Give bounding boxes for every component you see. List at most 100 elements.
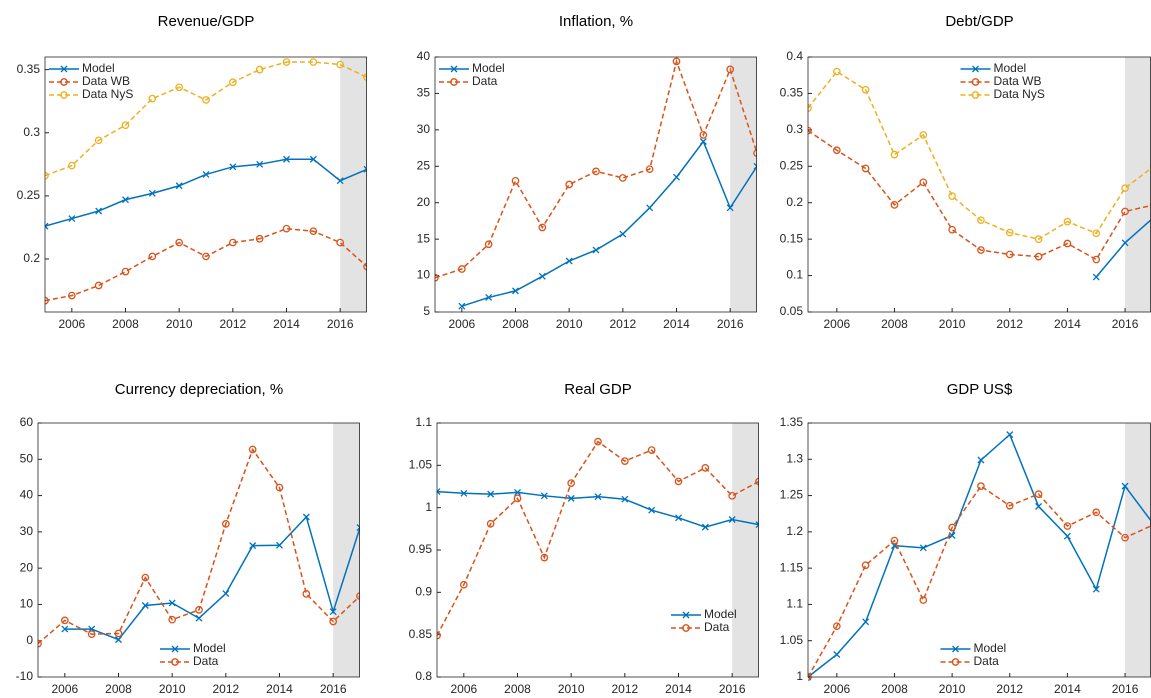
y-tick-label: 0.4 [786, 49, 803, 63]
marker [673, 173, 680, 181]
marker [701, 523, 709, 531]
marker [121, 267, 130, 276]
legend-label: Data [704, 620, 730, 634]
series-line [437, 440, 759, 636]
marker [68, 215, 76, 223]
shaded-region [340, 57, 367, 312]
marker [861, 561, 870, 570]
marker [221, 520, 230, 528]
marker [309, 58, 318, 66]
marker [1005, 250, 1014, 259]
marker [619, 230, 627, 238]
marker [486, 519, 495, 528]
marker [168, 615, 177, 624]
subplot-title: Revenue/GDP [158, 13, 255, 30]
legend-marker [951, 658, 960, 666]
marker [567, 494, 575, 502]
subplot-title: Inflation, % [559, 13, 633, 30]
marker [195, 606, 203, 614]
marker [538, 272, 546, 280]
x-tick-label: 2012 [212, 682, 239, 696]
marker [977, 246, 985, 254]
subplot: Revenue/GDP 2006 2008 2010 2012 2014 2016 0.2 0.… [17, 13, 367, 331]
y-tick-label: 1.2 [786, 524, 803, 538]
marker [862, 618, 870, 626]
y-tick-label: 1.35 [780, 415, 804, 429]
x-tick-label: 2008 [881, 682, 908, 696]
y-tick-label: 30 [417, 122, 431, 136]
marker [808, 126, 812, 135]
marker [808, 104, 812, 112]
marker [148, 94, 157, 103]
marker [919, 596, 928, 604]
marker [726, 204, 734, 212]
marker [540, 492, 548, 500]
y-tick-label: 15 [417, 231, 431, 245]
marker [228, 238, 237, 247]
marker [168, 599, 176, 607]
marker [282, 58, 291, 66]
marker [833, 651, 841, 658]
marker [594, 493, 602, 501]
legend-label: Data WB [994, 74, 1042, 88]
marker [726, 65, 735, 74]
plot-area [38, 445, 360, 648]
marker [363, 165, 367, 173]
marker [1063, 532, 1071, 540]
marker [699, 138, 707, 145]
marker [114, 629, 123, 638]
y-tick-label: 1.05 [780, 633, 804, 647]
marker [435, 273, 439, 282]
y-tick-label: 20 [417, 195, 431, 209]
subplot: Inflation, % 2006 2008 2010 2012 2014 2016 5 10 1… [417, 13, 757, 331]
x-tick-label: 2016 [327, 317, 354, 331]
legend-label: Model [82, 61, 115, 75]
marker [282, 224, 291, 233]
marker [592, 167, 600, 176]
marker [256, 160, 264, 168]
marker [336, 177, 344, 185]
x-tick-label: 2016 [1112, 317, 1139, 331]
x-tick-label: 2010 [159, 682, 186, 696]
marker [1063, 217, 1072, 226]
legend-label: Model [704, 607, 737, 621]
legend-label: Data NyS [82, 87, 133, 101]
y-tick-label: 0.1 [786, 268, 803, 282]
axes-frame [436, 422, 759, 678]
y-tick-label: 1.15 [780, 560, 804, 574]
marker [363, 73, 367, 82]
marker [832, 146, 841, 155]
legend-label: Data [193, 654, 219, 668]
x-tick-label: 2014 [665, 682, 692, 696]
marker [701, 464, 710, 472]
legend-label: Model [974, 641, 1007, 655]
series-line [45, 61, 367, 177]
x-tick-label: 2006 [58, 317, 85, 331]
y-tick-label: 1.25 [780, 488, 804, 502]
series-line [808, 70, 1151, 240]
legend-marker [971, 91, 980, 99]
y-tick-label: 0.05 [780, 304, 804, 318]
x-tick-label: 2012 [219, 317, 246, 331]
y-tick-label: 0.8 [415, 669, 432, 683]
legend-marker [60, 78, 68, 86]
x-tick-label: 2016 [717, 317, 744, 331]
y-tick-label: 60 [20, 415, 34, 429]
marker [977, 482, 985, 490]
marker [647, 446, 656, 454]
marker [890, 150, 899, 159]
marker [255, 65, 264, 74]
marker [728, 491, 737, 500]
legend-label: Model [994, 61, 1027, 75]
legend-label: Data [974, 654, 1000, 668]
marker [513, 494, 522, 503]
marker [511, 177, 520, 185]
marker [67, 291, 76, 300]
legend-marker [972, 65, 979, 73]
marker [1092, 229, 1101, 238]
series-line [38, 447, 360, 645]
marker [948, 192, 956, 201]
marker [832, 622, 841, 631]
marker [1034, 490, 1043, 498]
marker [1063, 239, 1072, 248]
